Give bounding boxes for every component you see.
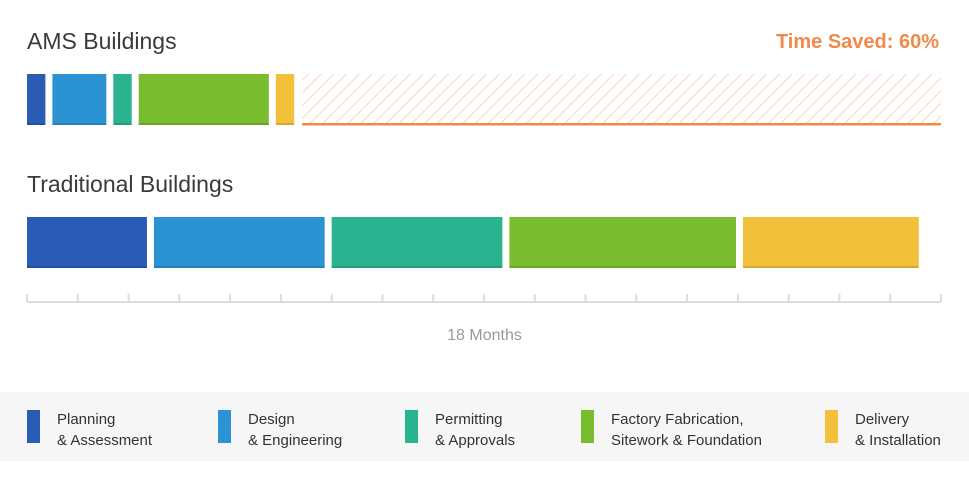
axis-tick — [381, 294, 384, 302]
axis-tick — [432, 294, 435, 302]
legend-label-line-2: & Approvals — [435, 432, 516, 449]
traditional-bar-4 — [509, 217, 736, 268]
ams-bar-3 — [113, 74, 132, 125]
ams-bar-1 — [27, 74, 46, 125]
legend-label: Permitting & Approvals — [435, 409, 515, 451]
legend-swatch — [825, 410, 838, 443]
ams-bars — [27, 74, 941, 126]
traditional-bar-shadow-5 — [742, 266, 919, 268]
legend-label: Factory Fabrication, Sitework & Foundatio… — [611, 409, 762, 451]
legend-label-line-2: & Engineering — [248, 432, 343, 449]
legend-label-line-2: & Assessment — [57, 432, 153, 449]
legend-label-line-1: Permitting — [435, 411, 503, 428]
axis-tick — [330, 294, 333, 302]
axis-tick — [889, 294, 892, 302]
axis-tick — [76, 294, 79, 302]
traditional-bar-shadow-1 — [27, 266, 147, 268]
legend-label-line-2: Sitework & Foundation — [611, 432, 762, 449]
legend-label-line-1: Delivery — [855, 411, 910, 428]
axis-tick — [178, 294, 181, 302]
axis-tick — [940, 294, 942, 302]
axis-tick — [635, 294, 638, 302]
axis-tick — [26, 294, 28, 302]
legend: Planning & Assessment Design & Engineering P… — [0, 392, 969, 461]
traditional-buildings-title: Traditional Buildings — [27, 171, 234, 197]
legend-label-line-1: Factory Fabrication, — [611, 411, 744, 428]
axis-tick — [533, 294, 536, 302]
legend-label-line-1: Planning — [57, 411, 116, 428]
ams-bar-shadow-5 — [275, 123, 295, 125]
legend-label: Design & Engineering — [248, 409, 342, 451]
legend-label-line-2: & Installation — [855, 432, 941, 449]
ams-bar-shadow-4 — [138, 123, 269, 125]
ams-bar-5 — [275, 74, 295, 125]
timeline-chart — [26, 74, 942, 303]
axis-tick — [127, 294, 130, 302]
axis-tick — [736, 294, 739, 302]
traditional-bar-shadow-2 — [153, 266, 325, 268]
time-axis — [26, 294, 942, 303]
ams-bar-4 — [138, 74, 269, 125]
legend-swatch — [218, 410, 231, 443]
traditional-bar-5 — [742, 217, 919, 268]
time-saved-underline — [302, 123, 941, 126]
axis-tick — [229, 294, 232, 302]
axis-tick — [584, 294, 587, 302]
traditional-bar-shadow-3 — [331, 266, 503, 268]
traditional-bar-3 — [331, 217, 503, 268]
ams-bar-shadow-2 — [52, 123, 107, 125]
time-saved-label: Time Saved: 60% — [775, 31, 939, 53]
axis-tick — [787, 294, 790, 302]
ams-bar-2 — [52, 74, 107, 125]
ams-bar-shadow-1 — [27, 123, 46, 125]
legend-label: Delivery & Installation — [855, 409, 941, 451]
axis-tick — [279, 294, 282, 302]
legend-swatch — [405, 410, 418, 443]
time-saved-region — [302, 74, 941, 125]
legend-label: Planning & Assessment — [57, 409, 152, 451]
axis-tick — [838, 294, 841, 302]
axis-tick — [483, 294, 485, 302]
traditional-bars — [27, 217, 919, 268]
legend-swatch — [581, 410, 594, 443]
axis-label: 18 Months — [447, 327, 522, 344]
traditional-bar-shadow-4 — [509, 266, 736, 268]
ams-buildings-title: AMS Buildings — [27, 28, 177, 54]
ams-bar-shadow-3 — [113, 123, 132, 125]
legend-swatch — [27, 410, 40, 443]
axis-tick — [686, 294, 689, 302]
traditional-bar-1 — [27, 217, 147, 268]
legend-label-line-1: Design — [248, 411, 295, 428]
traditional-bar-2 — [153, 217, 325, 268]
